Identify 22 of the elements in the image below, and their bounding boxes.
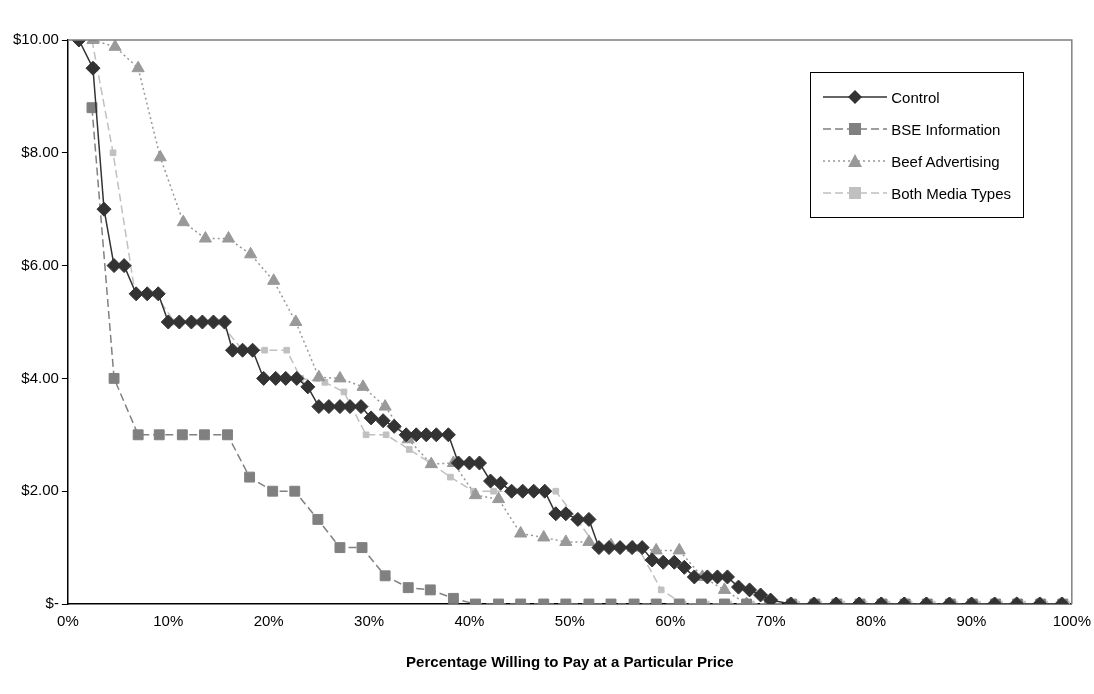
legend-label: BSE Information [891,120,1001,138]
y-tick-label: $2.00 [21,481,59,499]
x-tick-label: 80% [856,612,887,630]
x-tick-label: 100% [1052,612,1092,630]
x-tick-label: 40% [454,612,485,630]
x-axis-title: Percentage Willing to Pay at a Particular Price [406,653,734,671]
y-tick-label: $6.00 [21,255,59,273]
legend-label: Control [891,88,940,106]
x-tick-label: 50% [554,612,585,630]
x-tick-label: 90% [956,612,987,630]
legend-label: Both Media Types [891,184,1011,202]
x-tick-label: 30% [354,612,385,630]
x-tick-label: 70% [755,612,786,630]
x-tick-label: 60% [655,612,686,630]
y-tick-label: $- [45,594,59,612]
y-tick-label: $8.00 [21,142,59,160]
y-tick-label: $4.00 [21,368,59,386]
x-tick-label: 20% [253,612,284,630]
y-tick-label: $10.00 [12,30,59,48]
x-tick-label: 10% [153,612,184,630]
x-tick-label: 0% [57,612,79,630]
legend-label: Beef Advertising [891,152,1000,170]
